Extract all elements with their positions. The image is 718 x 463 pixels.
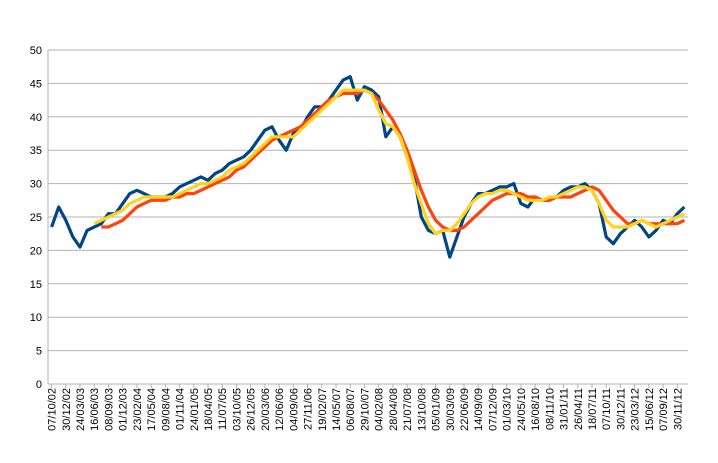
- x-tick-label: 04/09/06: [288, 388, 300, 431]
- x-tick-label: 17/05/04: [146, 388, 158, 431]
- x-tick-label: 22/06/09: [459, 388, 471, 431]
- x-tick-label: 01/03/10: [502, 388, 514, 431]
- x-tick-label: 18/07/11: [587, 388, 599, 430]
- x-tick-label: 03/10/05: [231, 388, 243, 431]
- x-tick-label: 13/10/08: [416, 388, 428, 431]
- x-tick-label: 07/10/11: [601, 388, 613, 430]
- x-tick-label: 24/01/05: [189, 388, 201, 431]
- y-tick-label: 20: [30, 245, 42, 257]
- x-tick-label: 15/06/12: [644, 388, 656, 431]
- x-tick-label: 12/06/06: [274, 388, 286, 431]
- x-tick-label: 01/12/03: [118, 388, 130, 431]
- x-tick-label: 26/04/11: [573, 388, 585, 430]
- x-tick-label: 23/02/04: [132, 388, 144, 431]
- y-tick-label: 5: [36, 346, 42, 358]
- y-tick-label: 15: [30, 279, 42, 291]
- x-tick-label: 27/11/06: [303, 388, 315, 430]
- x-tick-label: 14/09/09: [473, 388, 485, 431]
- x-tick-label: 23/03/12: [630, 388, 642, 431]
- x-tick-label: 18/04/05: [203, 388, 215, 431]
- x-tick-label: 11/07/05: [217, 388, 229, 430]
- x-tick-label: 31/01/11: [559, 388, 571, 430]
- y-tick-label: 30: [30, 179, 42, 191]
- y-tick-label: 10: [30, 312, 42, 324]
- y-tick-label: 25: [30, 212, 42, 224]
- x-tick-label: 09/08/04: [160, 388, 172, 431]
- x-tick-label: 30/03/09: [445, 388, 457, 431]
- x-tick-label: 21/07/08: [402, 388, 414, 431]
- x-tick-label: 07/10/02: [47, 388, 59, 431]
- y-tick-label: 45: [30, 78, 42, 90]
- x-tick-label: 26/12/05: [246, 388, 258, 431]
- x-tick-label: 16/08/10: [530, 388, 542, 431]
- x-tick-label: 20/03/06: [260, 388, 272, 431]
- x-tick-label: 07/12/09: [487, 388, 499, 431]
- x-tick-label: 04/02/08: [374, 388, 386, 431]
- y-tick-label: 40: [30, 112, 42, 124]
- x-tick-label: 30/12/11: [615, 388, 627, 430]
- series-line: [93, 88, 686, 236]
- x-tick-label: 28/04/08: [388, 388, 400, 431]
- x-tick-label: 01/11/04: [175, 388, 187, 430]
- x-tick-label: 06/08/07: [345, 388, 357, 431]
- x-tick-label: 05/01/09: [431, 388, 443, 431]
- x-tick-label: 14/05/07: [331, 388, 343, 431]
- x-tick-label: 19/02/07: [317, 388, 329, 431]
- x-tick-label: 24/05/10: [516, 388, 528, 431]
- x-tick-label: 30/12/02: [61, 388, 73, 431]
- x-tick-label: 08/09/03: [103, 388, 115, 431]
- x-tick-label: 24/03/03: [75, 388, 87, 431]
- x-tick-label: 07/09/12: [658, 388, 670, 431]
- x-tick-label: 16/06/03: [89, 388, 101, 431]
- x-tick-label: 30/11/12: [672, 388, 684, 430]
- y-tick-label: 35: [30, 145, 42, 157]
- x-tick-label: 29/10/07: [359, 388, 371, 431]
- series-line: [101, 88, 686, 232]
- series-line: [50, 75, 686, 259]
- y-tick-label: 50: [30, 45, 42, 57]
- y-tick-label: 0: [36, 379, 42, 391]
- x-tick-label: 08/11/10: [544, 388, 556, 430]
